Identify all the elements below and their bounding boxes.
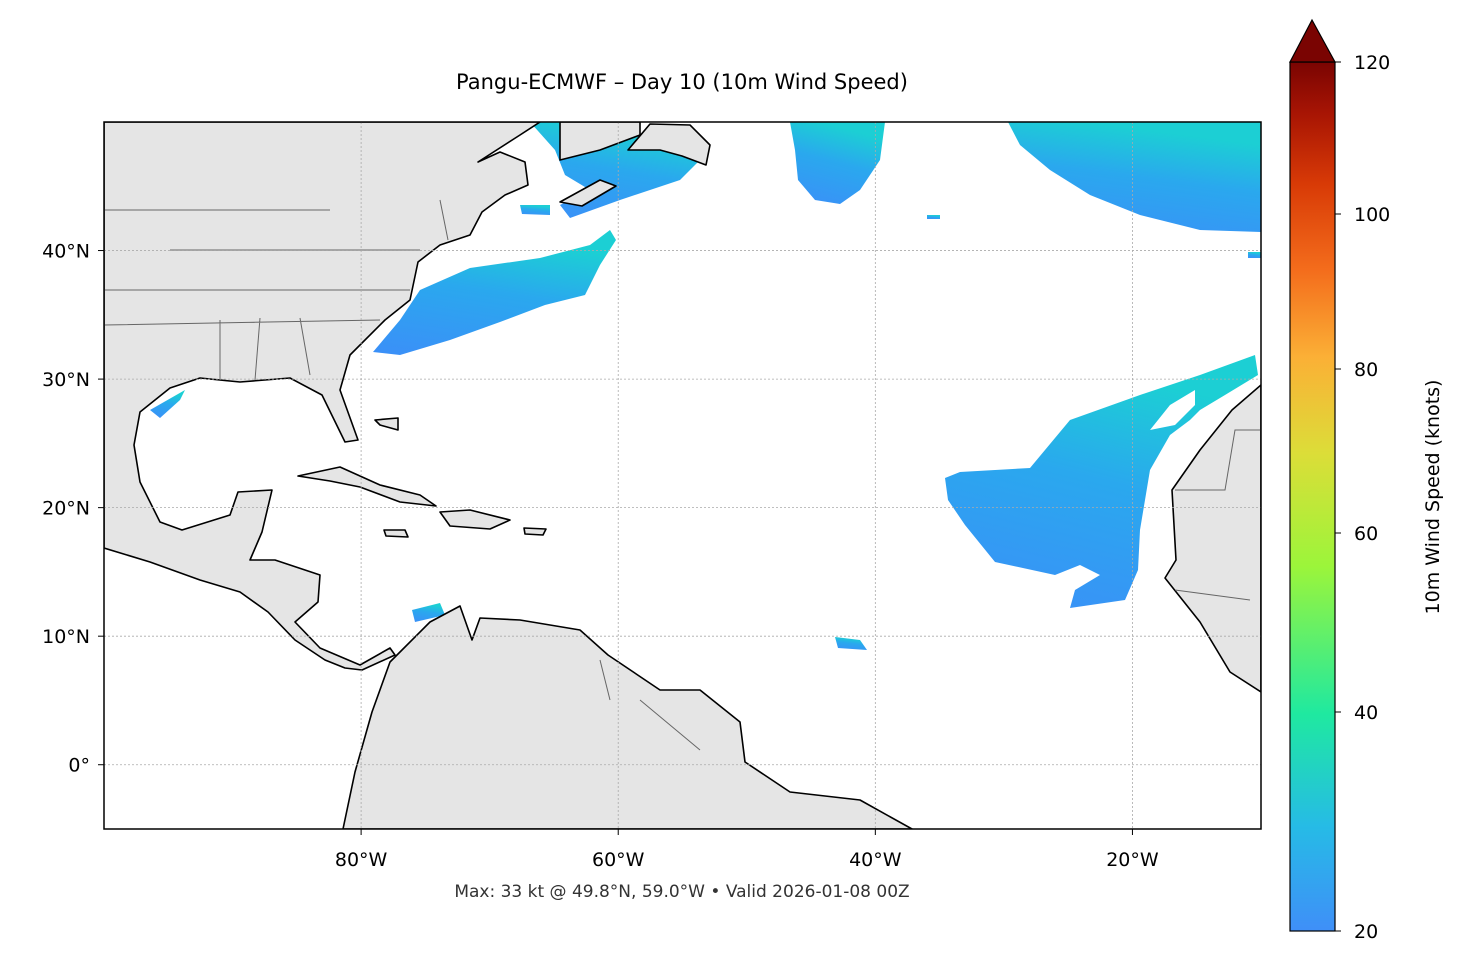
colorbar-tick-label: 100 — [1354, 204, 1390, 226]
colorbar-tick-label: 120 — [1354, 52, 1390, 74]
y-tick-label: 40°N — [42, 241, 90, 263]
colorbar-extension — [1289, 18, 1337, 63]
wind-patch — [1008, 122, 1261, 232]
wind-gap — [1150, 390, 1195, 430]
colorbar-tick-label: 80 — [1354, 359, 1378, 381]
x-tick-label: 80°W — [335, 849, 388, 871]
colorbar-scale — [1289, 61, 1336, 932]
north-america — [104, 122, 541, 671]
canada-east — [559, 122, 641, 161]
map-area — [104, 122, 1261, 829]
map-title: Pangu-ECMWF – Day 10 (10m Wind Speed) — [456, 70, 908, 94]
wind-patch — [835, 637, 867, 650]
wind-patch — [412, 603, 445, 622]
colorbar-tick-label: 60 — [1354, 523, 1378, 545]
wind-patch — [1248, 252, 1261, 258]
wind-patch — [373, 230, 616, 355]
south-america — [342, 605, 913, 829]
map-frame — [103, 121, 1262, 830]
puerto-rico — [523, 527, 547, 536]
wind-patch — [520, 205, 550, 215]
colorbar: 10m Wind Speed (knots) — [1289, 18, 1444, 932]
land — [104, 122, 1261, 829]
wind-field — [150, 122, 1261, 650]
grid — [104, 122, 1261, 829]
jamaica — [383, 529, 409, 538]
colorbar-tick-label: 20 — [1354, 921, 1378, 943]
newfoundland — [627, 123, 711, 166]
x-tick-label: 40°W — [849, 849, 902, 871]
y-tick-label: 0° — [68, 755, 90, 777]
hispaniola — [439, 509, 511, 530]
colorbar-tick-label: 40 — [1354, 702, 1378, 724]
y-tick-label: 20°N — [42, 498, 90, 520]
wind-patch — [927, 215, 940, 219]
wind-patch — [790, 122, 885, 204]
borders — [104, 199, 1261, 751]
x-tick-label: 60°W — [592, 849, 645, 871]
footer-note: Max: 33 kt @ 49.8°N, 59.0°W • Valid 2026… — [454, 882, 909, 902]
colorbar-label: 10m Wind Speed (knots) — [1422, 380, 1444, 615]
y-tick-label: 10°N — [42, 626, 90, 648]
cuba — [297, 466, 437, 507]
bahamas — [374, 417, 399, 431]
y-tick-label: 30°N — [42, 369, 90, 391]
x-tick-label: 20°W — [1106, 849, 1159, 871]
africa — [1164, 384, 1261, 693]
nova-scotia — [559, 179, 617, 207]
wind-patch — [150, 390, 185, 418]
